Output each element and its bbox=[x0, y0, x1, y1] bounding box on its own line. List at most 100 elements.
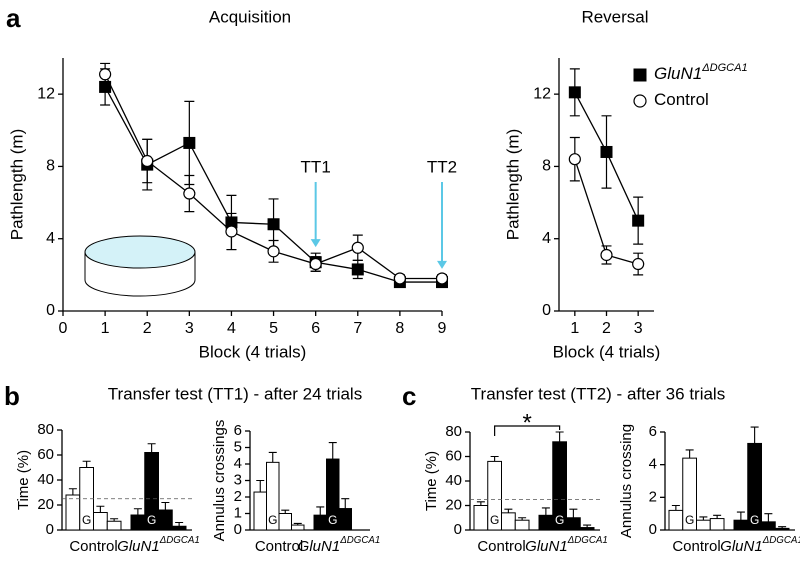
y-tick-label: 6 bbox=[649, 423, 657, 440]
x-tick-label: 8 bbox=[395, 320, 404, 337]
x-tick-label: 3 bbox=[185, 320, 194, 337]
group-label-superscript: ΔDGCA1 bbox=[339, 535, 380, 546]
y-tick-label: 5 bbox=[234, 438, 242, 455]
legend-label-main: GluN1 bbox=[654, 64, 702, 83]
y-tick-label: 2 bbox=[234, 488, 242, 505]
x-tick-label: 2 bbox=[602, 320, 611, 337]
x-tick-label: 4 bbox=[227, 320, 236, 337]
error-bar bbox=[504, 508, 513, 513]
error-bar bbox=[555, 431, 564, 442]
bar bbox=[93, 512, 108, 531]
marker bbox=[568, 153, 581, 166]
marker bbox=[141, 154, 154, 168]
group-label: GluN1ΔDGCA1 bbox=[298, 535, 381, 555]
marker bbox=[99, 68, 112, 81]
y-tick-label: 40 bbox=[445, 472, 462, 489]
error-bar bbox=[490, 455, 499, 462]
y-axis-label: Pathlength (m) bbox=[503, 129, 522, 241]
y-tick-label: 12 bbox=[533, 85, 551, 102]
bar bbox=[106, 520, 122, 531]
bar-label: G bbox=[328, 513, 337, 527]
error-bar bbox=[68, 488, 77, 495]
error-bar bbox=[161, 501, 170, 510]
group-label-main: GluN1 bbox=[525, 538, 568, 555]
legend-label-superscript: ΔDGCA1 bbox=[701, 62, 747, 74]
error-bar bbox=[699, 516, 708, 521]
marker bbox=[225, 225, 238, 238]
chart-title: Transfer test (TT1) - after 24 trials bbox=[108, 384, 362, 403]
y-tick-label: 0 bbox=[46, 521, 54, 538]
y-tick-label: 3 bbox=[234, 471, 242, 488]
x-tick-label: 5 bbox=[269, 320, 278, 337]
group-label-main: GluN1 bbox=[720, 538, 763, 555]
y-tick-label: 60 bbox=[445, 447, 462, 464]
marker bbox=[183, 187, 196, 200]
x-tick-label: 9 bbox=[438, 320, 447, 337]
bar bbox=[487, 460, 502, 531]
bar-label: G bbox=[750, 513, 759, 527]
error-bar bbox=[764, 513, 773, 522]
marker bbox=[267, 245, 280, 258]
error-bar bbox=[316, 506, 325, 516]
bar bbox=[579, 527, 595, 531]
y-tick-label: 4 bbox=[46, 230, 55, 247]
bar bbox=[326, 458, 340, 531]
bar bbox=[171, 525, 187, 531]
y-tick-label: 2 bbox=[649, 488, 657, 505]
marker bbox=[351, 241, 364, 254]
x-tick-label: 6 bbox=[311, 320, 320, 337]
bar bbox=[130, 514, 146, 531]
y-tick-label: 4 bbox=[649, 456, 657, 473]
y-tick-label: 0 bbox=[649, 521, 657, 538]
bar bbox=[709, 518, 725, 531]
marker bbox=[600, 145, 613, 158]
bar bbox=[682, 457, 697, 531]
error-bar bbox=[685, 449, 694, 459]
chart-title: Transfer test (TT2) - after 36 trials bbox=[471, 384, 725, 403]
marker bbox=[600, 248, 613, 262]
bar bbox=[761, 521, 776, 531]
y-tick-label: 8 bbox=[46, 158, 55, 175]
group-label: GluN1ΔDGCA1 bbox=[720, 535, 800, 555]
error-bar bbox=[175, 521, 184, 527]
y-tick-label: 60 bbox=[37, 446, 54, 463]
bar bbox=[338, 508, 352, 531]
x-tick-label: 3 bbox=[634, 320, 643, 337]
error-bar bbox=[147, 443, 156, 453]
y-axis-label: Time (%) bbox=[15, 450, 32, 510]
bar-label: G bbox=[685, 513, 694, 527]
marker bbox=[309, 257, 322, 271]
bar bbox=[313, 514, 327, 531]
y-axis-label: Annulus crossings bbox=[211, 420, 228, 542]
annotation: TT1 bbox=[301, 157, 331, 176]
marker bbox=[568, 86, 581, 99]
chart-title: Reversal bbox=[581, 7, 648, 26]
panel-label: a bbox=[6, 3, 21, 33]
y-axis-label: Pathlength (m) bbox=[7, 129, 26, 241]
bar bbox=[514, 519, 530, 531]
error-bar bbox=[671, 504, 680, 511]
error-bar bbox=[476, 501, 485, 506]
bar-label: G bbox=[490, 513, 499, 527]
group-label: Control bbox=[672, 538, 720, 555]
bar bbox=[473, 505, 489, 531]
error-bar bbox=[541, 507, 550, 516]
legend-label: GluN1ΔDGCA1 bbox=[654, 62, 748, 84]
marker bbox=[435, 272, 449, 285]
error-bar bbox=[256, 479, 265, 493]
bar-label: G bbox=[555, 513, 564, 527]
x-axis-label: Block (4 trials) bbox=[553, 342, 661, 361]
y-tick-label: 4 bbox=[234, 455, 242, 472]
x-tick-label: 0 bbox=[59, 320, 68, 337]
x-axis-label: Block (4 trials) bbox=[199, 342, 307, 361]
y-tick-label: 0 bbox=[46, 302, 55, 319]
group-label-main: Control bbox=[255, 538, 303, 555]
group-label: Control bbox=[69, 538, 117, 555]
bar bbox=[668, 509, 684, 531]
marker bbox=[183, 136, 196, 149]
error-bar bbox=[82, 460, 91, 468]
error-bar bbox=[713, 514, 722, 519]
error-bar bbox=[96, 505, 105, 513]
y-tick-label: 8 bbox=[542, 158, 551, 175]
x-tick-label: 2 bbox=[143, 320, 152, 337]
